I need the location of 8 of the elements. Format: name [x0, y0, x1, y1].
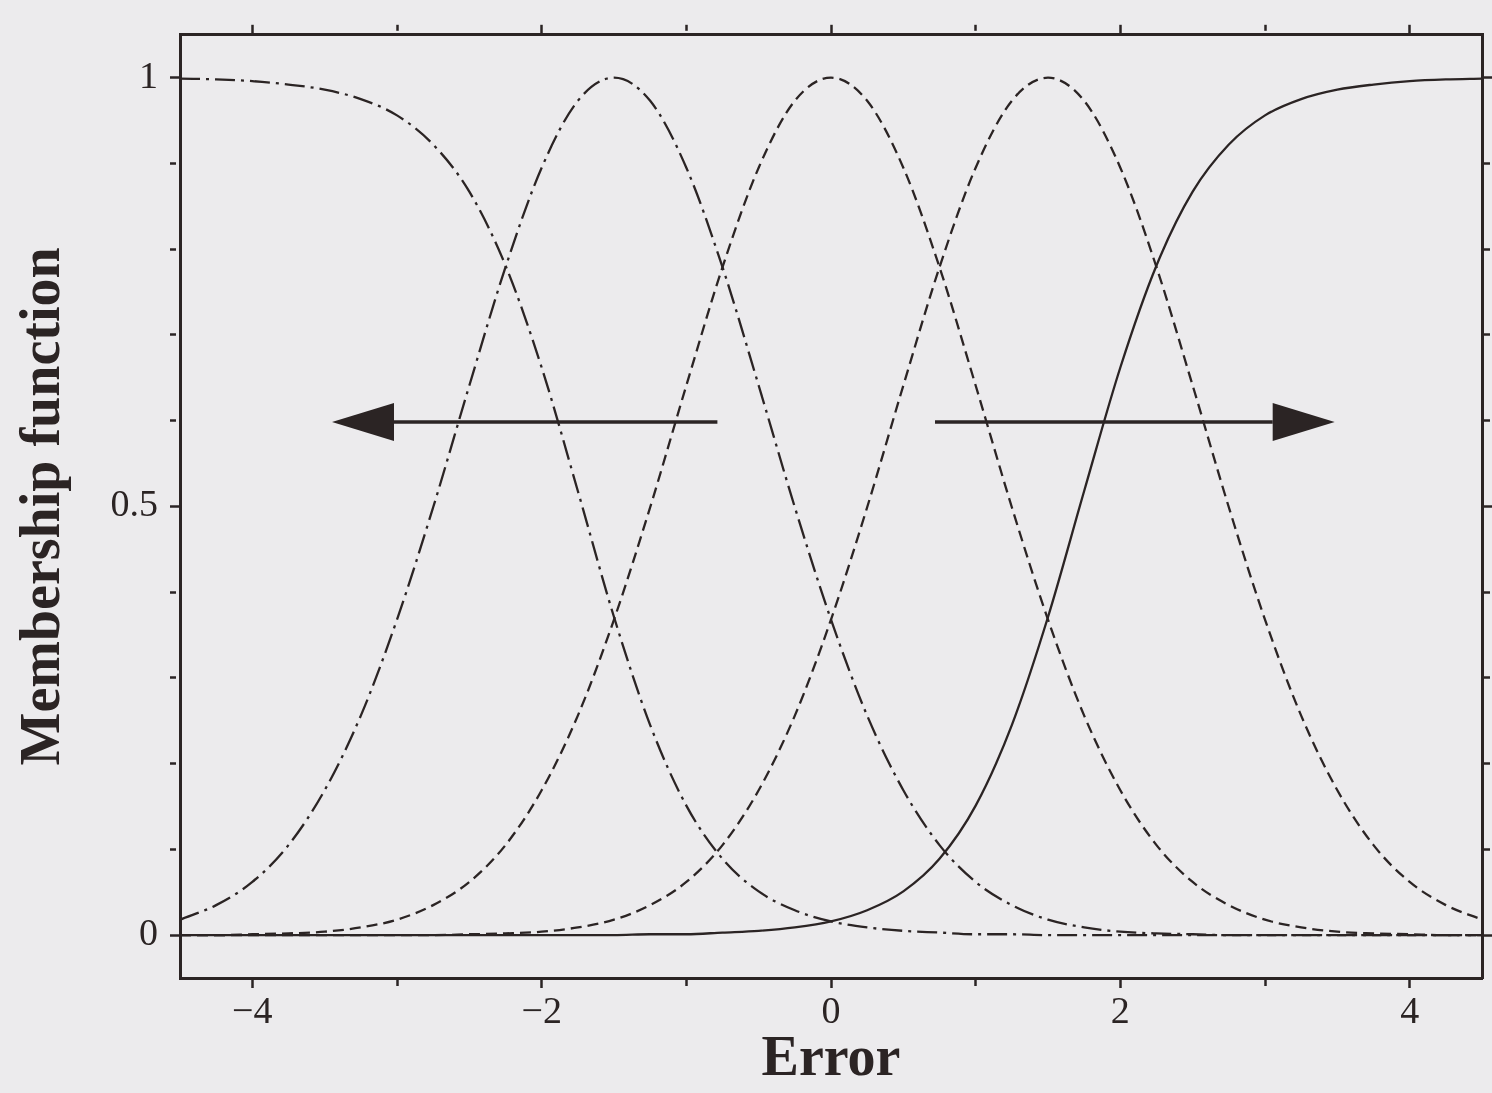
- x-tick-label: −2: [521, 988, 562, 1031]
- y-tick-label: 1: [139, 53, 158, 96]
- x-tick-label: 2: [1110, 988, 1130, 1031]
- x-tick-label: 4: [1400, 988, 1420, 1031]
- x-tick-label: −4: [232, 988, 273, 1031]
- y-axis-title: Membership function: [9, 247, 72, 766]
- y-tick-label: 0: [139, 911, 158, 954]
- y-tick-label: 0.5: [110, 482, 158, 525]
